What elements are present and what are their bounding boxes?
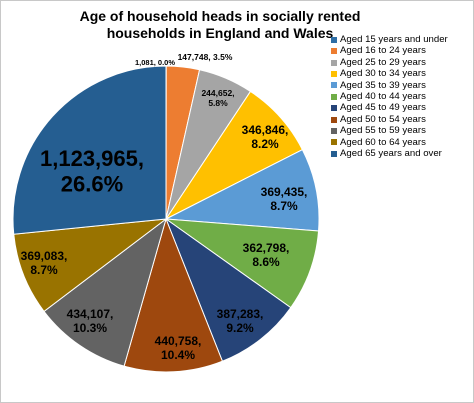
pie-slice [164, 148, 320, 232]
legend-label: Aged 50 to 54 years [340, 113, 426, 125]
data-label: 434,107, 10.3% [67, 307, 114, 335]
legend-item: Aged 60 to 64 years [331, 137, 471, 148]
legend-swatch [331, 36, 337, 43]
data-label: 1,123,965, 26.6% [40, 146, 144, 196]
legend-swatch [331, 70, 337, 77]
legend-swatch [331, 150, 337, 157]
legend-swatch [331, 127, 337, 134]
legend-swatch [331, 116, 337, 123]
data-label: 147,748, 3.5% [178, 52, 233, 62]
data-label: 346,846, 8.2% [242, 123, 289, 151]
legend-item: Aged 15 years and under [331, 34, 471, 45]
legend-item: Aged 50 to 54 years [331, 114, 471, 125]
legend-swatch [331, 59, 337, 66]
legend-item: Aged 65 years and over [331, 148, 471, 159]
legend-label: Aged 16 to 24 years [340, 45, 426, 57]
legend-label: Aged 40 to 44 years [340, 91, 426, 103]
legend-item: Aged 35 to 39 years [331, 80, 471, 91]
legend-label: Aged 45 to 49 years [340, 102, 426, 114]
legend-label: Aged 15 years and under [340, 34, 448, 45]
legend-item: Aged 16 to 24 years [331, 45, 471, 56]
legend: Aged 15 years and under Aged 16 to 24 yea… [331, 34, 471, 159]
legend-item: Aged 40 to 44 years [331, 91, 471, 102]
legend-label: Aged 55 to 59 years [340, 125, 426, 137]
legend-label: Aged 30 to 34 years [340, 68, 426, 80]
data-label: 362,798, 8.6% [243, 241, 290, 269]
data-label: 387,283, 9.2% [217, 307, 264, 335]
legend-swatch [331, 105, 337, 112]
pie-slice [13, 218, 168, 313]
pie-slice [164, 218, 320, 309]
legend-label: Aged 35 to 39 years [340, 79, 426, 91]
pie-slice [164, 217, 292, 362]
pie-slice [123, 217, 224, 373]
legend-label: Aged 60 to 64 years [340, 136, 426, 148]
legend-swatch [331, 93, 337, 100]
legend-swatch [331, 139, 337, 146]
pie-data-labels: 1,081, 0.0%147,748, 3.5% 244,652, 5.8% 346,… [21, 52, 308, 362]
legend-swatch [331, 48, 337, 55]
legend-swatch [331, 82, 337, 89]
chart-title: Age of household heads in socially rente… [79, 8, 361, 41]
legend-item: Aged 45 to 49 years [331, 102, 471, 113]
pie-slices [12, 65, 320, 373]
legend-item: Aged 55 to 59 years [331, 125, 471, 136]
data-label: 440,758, 10.4% [155, 334, 202, 362]
data-label: 369,083, 8.7% [21, 249, 68, 277]
data-label: 1,081, 0.0% [135, 58, 175, 67]
data-label: 244,652, 5.8% [201, 88, 234, 108]
legend-label: Aged 25 to 29 years [340, 56, 426, 68]
pie-slice [43, 217, 167, 367]
legend-item: Aged 25 to 29 years [331, 57, 471, 68]
legend-item: Aged 30 to 34 years [331, 68, 471, 79]
pie-slice [12, 65, 167, 235]
data-label: 369,435, 8.7% [261, 185, 308, 213]
legend-label: Aged 65 years and over [340, 148, 442, 160]
